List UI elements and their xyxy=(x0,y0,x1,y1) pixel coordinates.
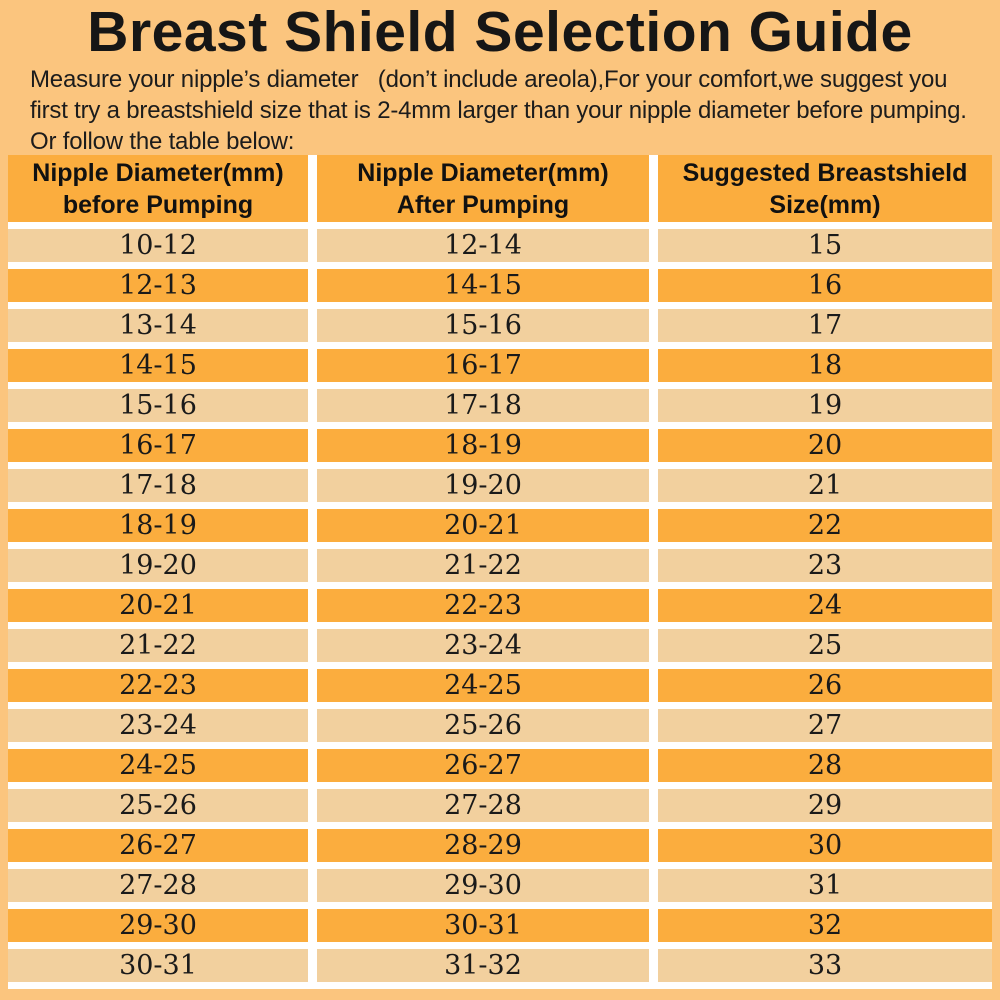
size-cell: 30-31 xyxy=(8,949,308,982)
size-cell: 28 xyxy=(658,749,992,782)
size-cell: 15-16 xyxy=(8,389,308,422)
size-cell: 15-16 xyxy=(317,309,649,342)
size-cell: 10-12 xyxy=(8,229,308,262)
size-cell: 18-19 xyxy=(8,509,308,542)
intro-line-1: Measure your nipple’s diameter (don’t in… xyxy=(30,66,948,93)
size-cell: 12-13 xyxy=(8,269,308,302)
table-row: 19-20 21-22 23 xyxy=(8,549,992,582)
size-cell: 21-22 xyxy=(8,629,308,662)
size-cell: 12-14 xyxy=(317,229,649,262)
size-cell: 27-28 xyxy=(317,789,649,822)
table-row: 16-17 18-19 20 xyxy=(8,429,992,462)
size-cell: 19-20 xyxy=(317,469,649,502)
table-row: 13-14 15-16 17 xyxy=(8,309,992,342)
size-cell: 28-29 xyxy=(317,829,649,862)
size-cell: 22 xyxy=(658,509,992,542)
table-header-row: Nipple Diameter(mm) before Pumping Nippl… xyxy=(8,155,992,222)
size-cell: 18-19 xyxy=(317,429,649,462)
size-cell: 16-17 xyxy=(317,349,649,382)
intro-text: Measure your nipple’s diameter (don’t in… xyxy=(30,64,990,157)
table-row: 25-26 27-28 29 xyxy=(8,789,992,822)
size-cell: 14-15 xyxy=(317,269,649,302)
size-cell: 19-20 xyxy=(8,549,308,582)
table-row: 15-16 17-18 19 xyxy=(8,389,992,422)
header-line: After Pumping xyxy=(396,190,570,219)
size-cell: 33 xyxy=(658,949,992,982)
size-cell: 16-17 xyxy=(8,429,308,462)
size-cell: 24-25 xyxy=(8,749,308,782)
header-cell-before-pumping: Nipple Diameter(mm) before Pumping xyxy=(8,155,308,222)
size-cell: 25 xyxy=(658,629,992,662)
size-cell: 27 xyxy=(658,709,992,742)
table-row: 23-24 25-26 27 xyxy=(8,709,992,742)
header-line: Nipple Diameter(mm) xyxy=(32,158,284,187)
size-cell: 30-31 xyxy=(317,909,649,942)
size-cell: 18 xyxy=(658,349,992,382)
table-row: 12-13 14-15 16 xyxy=(8,269,992,302)
table-row: 18-19 20-21 22 xyxy=(8,509,992,542)
size-cell: 29-30 xyxy=(317,869,649,902)
table-row: 26-27 28-29 30 xyxy=(8,829,992,862)
header-cell-suggested-size: Suggested Breastshield Size(mm) xyxy=(658,155,992,222)
size-cell: 15 xyxy=(658,229,992,262)
intro-line-3: Or follow the table below: xyxy=(30,128,295,155)
header-line: Nipple Diameter(mm) xyxy=(357,158,609,187)
size-cell: 14-15 xyxy=(8,349,308,382)
size-cell: 19 xyxy=(658,389,992,422)
size-cell: 31 xyxy=(658,869,992,902)
size-cell: 23-24 xyxy=(8,709,308,742)
size-cell: 17-18 xyxy=(317,389,649,422)
size-cell: 26 xyxy=(658,669,992,702)
header-cell-after-pumping: Nipple Diameter(mm) After Pumping xyxy=(317,155,649,222)
size-cell: 22-23 xyxy=(317,589,649,622)
size-cell: 20 xyxy=(658,429,992,462)
size-cell: 20-21 xyxy=(317,509,649,542)
page-title: Breast Shield Selection Guide xyxy=(87,0,913,64)
size-cell: 17-18 xyxy=(8,469,308,502)
size-cell: 30 xyxy=(658,829,992,862)
size-cell: 21 xyxy=(658,469,992,502)
size-cell: 21-22 xyxy=(317,549,649,582)
size-cell: 29 xyxy=(658,789,992,822)
size-table: Nipple Diameter(mm) before Pumping Nippl… xyxy=(8,155,992,989)
size-cell: 29-30 xyxy=(8,909,308,942)
table-row: 21-22 23-24 25 xyxy=(8,629,992,662)
intro-line-2: first try a breastshield size that is 2-… xyxy=(30,97,967,124)
table-row: 14-15 16-17 18 xyxy=(8,349,992,382)
table-row: 24-25 26-27 28 xyxy=(8,749,992,782)
table-row: 29-30 30-31 32 xyxy=(8,909,992,942)
header-line: before Pumping xyxy=(62,190,254,219)
table-row: 20-21 22-23 24 xyxy=(8,589,992,622)
size-cell: 16 xyxy=(658,269,992,302)
size-cell: 24-25 xyxy=(317,669,649,702)
size-cell: 32 xyxy=(658,909,992,942)
size-cell: 22-23 xyxy=(8,669,308,702)
table-row: 22-23 24-25 26 xyxy=(8,669,992,702)
table-row: 10-12 12-14 15 xyxy=(8,229,992,262)
size-cell: 26-27 xyxy=(8,829,308,862)
size-cell: 13-14 xyxy=(8,309,308,342)
size-cell: 27-28 xyxy=(8,869,308,902)
size-cell: 20-21 xyxy=(8,589,308,622)
size-cell: 25-26 xyxy=(8,789,308,822)
size-cell: 23-24 xyxy=(317,629,649,662)
header-line: Size(mm) xyxy=(769,190,881,219)
size-cell: 26-27 xyxy=(317,749,649,782)
size-cell: 31-32 xyxy=(317,949,649,982)
table-row: 30-31 31-32 33 xyxy=(8,949,992,982)
size-cell: 17 xyxy=(658,309,992,342)
size-cell: 24 xyxy=(658,589,992,622)
table-row: 27-28 29-30 31 xyxy=(8,869,992,902)
table-row: 17-18 19-20 21 xyxy=(8,469,992,502)
size-cell: 25-26 xyxy=(317,709,649,742)
size-cell: 23 xyxy=(658,549,992,582)
header-line: Suggested Breastshield xyxy=(682,158,968,187)
